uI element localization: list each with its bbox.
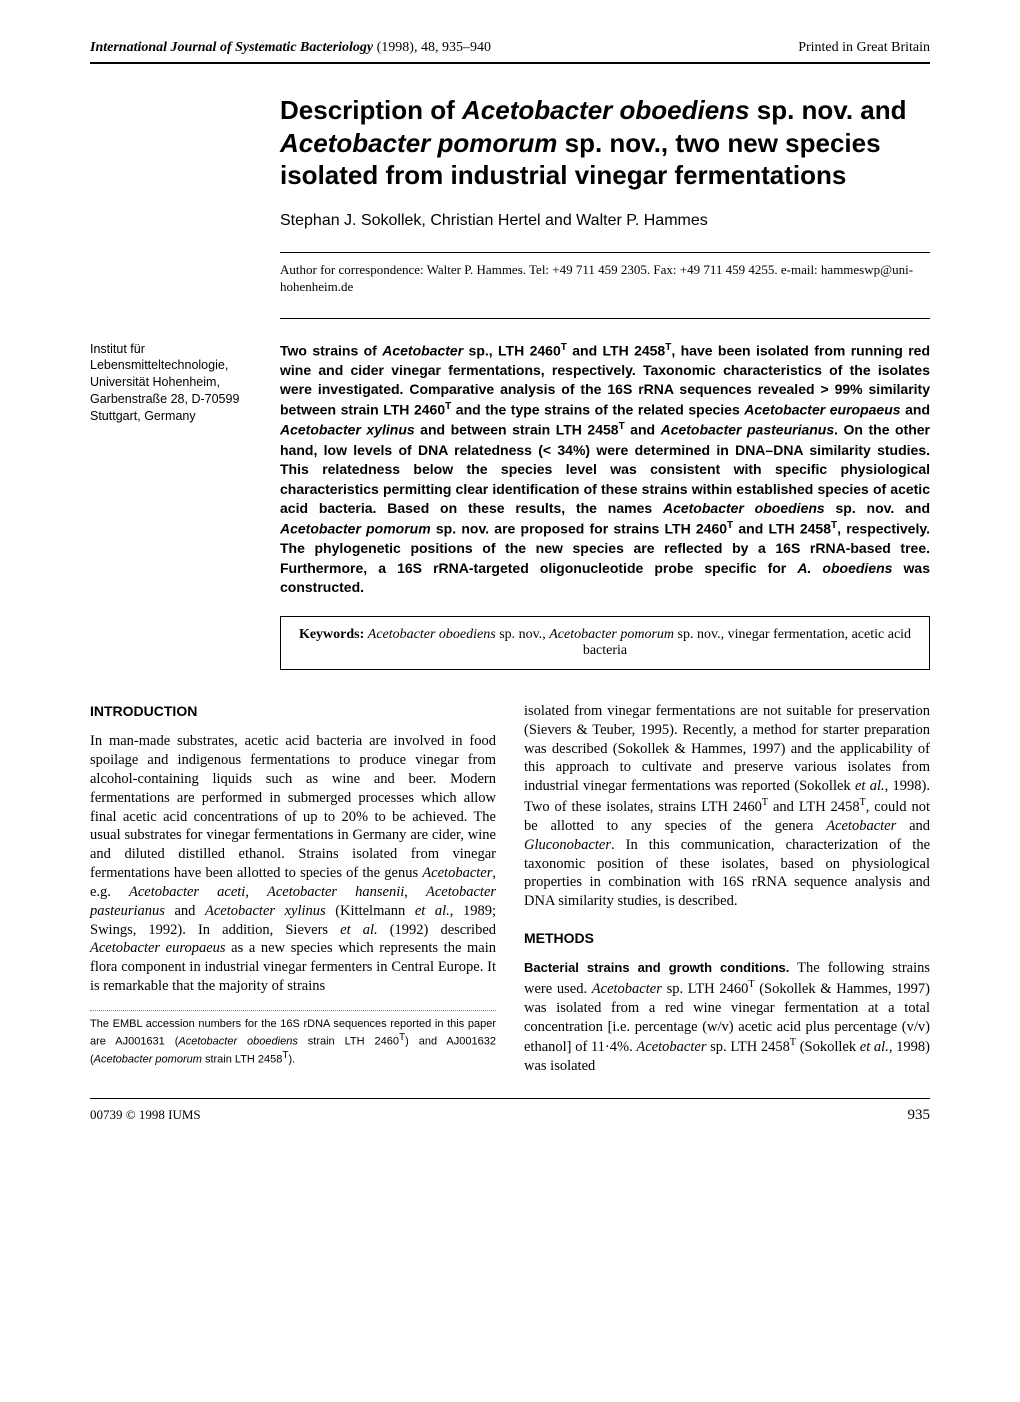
abstract-italic: A. oboediens <box>797 560 892 576</box>
abstract-text: and the type strains of the related spec… <box>451 402 744 418</box>
title-block: Description of Acetobacter oboediens sp.… <box>280 94 930 319</box>
abstract-text: sp., LTH 2460 <box>463 342 561 358</box>
correspondence-rule-top <box>280 252 930 253</box>
methods-heading: METHODS <box>524 929 930 947</box>
abstract-text: sp. nov. are proposed for strains LTH 24… <box>431 521 727 537</box>
copyright: 00739 © 1998 IUMS <box>90 1107 201 1124</box>
keywords-italic: Acetobacter pomorum <box>549 627 674 642</box>
body-text: In man-made substrates, acetic acid bact… <box>90 733 496 881</box>
body-italic: Aceto­bacter <box>636 1039 706 1055</box>
abstract-text: and LTH 2458 <box>733 521 831 537</box>
body-italic: Acetobacter aceti <box>129 884 245 900</box>
authors: Stephan J. Sokollek, Christian Hertel an… <box>280 212 930 230</box>
footnote-text: ). <box>289 1054 296 1066</box>
abstract-text: sp. nov. and <box>825 500 930 516</box>
abstract-text: and between strain LTH 2458 <box>415 422 619 438</box>
intro-paragraph: In man-made substrates, acetic acid bact… <box>90 732 496 996</box>
correspondence: Author for correspondence: Walter P. Ham… <box>280 261 930 296</box>
body-text: and LTH 2458 <box>768 799 860 815</box>
article-title: Description of Acetobacter oboediens sp.… <box>280 94 930 192</box>
intro-continued: isolated from vinegar fermentations are … <box>524 702 930 911</box>
abstract-italic: Acetobacter <box>382 342 463 358</box>
body-text: and <box>896 818 930 834</box>
footnote-rule <box>90 1010 496 1011</box>
introduction-heading: INTRODUCTION <box>90 702 496 720</box>
keywords-italic: Acetobacter oboediens <box>368 627 496 642</box>
footnote-italic: Acetobacter pomorum <box>94 1054 202 1066</box>
column-right: isolated from vinegar fermentations are … <box>524 702 930 1080</box>
title-species-1: Acetobacter oboediens <box>462 95 750 125</box>
journal-title: International Journal of Systematic Bact… <box>90 40 491 56</box>
body-text: (1992) described <box>378 922 496 938</box>
body-columns: INTRODUCTION In man-made substrates, ace… <box>90 702 930 1080</box>
page-number: 935 <box>908 1107 931 1124</box>
body-italic: Acetobacter hansenii <box>267 884 404 900</box>
journal-year-pages: (1998), 48, 935–940 <box>373 40 491 55</box>
title-species-2: Acetobacter pomorum <box>280 128 557 158</box>
title-text: Description of <box>280 95 462 125</box>
abstract-italic: Acetobacter europaeus <box>744 402 900 418</box>
footnote: The EMBL accession numbers for the 16S r… <box>90 1017 496 1067</box>
footnote-text: strain LTH 2460 <box>298 1036 399 1048</box>
methods-inline-heading: Bacterial strains and growth conditions. <box>524 960 789 975</box>
abstract-italic: Acetobacter oboediens <box>663 500 825 516</box>
body-italic: Acetobacter <box>422 865 492 881</box>
affiliation: Institut für Lebensmitteltechnologie, Un… <box>90 341 260 598</box>
abstract-text: Two strains of <box>280 342 382 358</box>
body-text: (Sokollek <box>796 1039 860 1055</box>
body-italic: Acetobacter <box>592 981 662 997</box>
body-italic: Gluconobacter <box>524 837 611 853</box>
keywords-label: Keywords: <box>299 627 364 642</box>
abstract-italic: Acetobacter xylinus <box>280 422 415 438</box>
body-italic: Acetobacter europaeus <box>90 940 226 956</box>
abstract-italic: Acetobacter pomorum <box>280 521 431 537</box>
body-italic: et al. <box>415 903 450 919</box>
body-italic: Acetobacter <box>826 818 896 834</box>
keywords-text: sp. nov., <box>496 627 550 642</box>
body-italic: et al. <box>855 778 885 794</box>
footnote-text: strain LTH 2458 <box>202 1054 283 1066</box>
footer-rule <box>90 1098 930 1099</box>
body-text: and <box>165 903 205 919</box>
body-text: (Kittelmann <box>326 903 415 919</box>
running-header: International Journal of Systematic Bact… <box>90 40 930 56</box>
abstract: Two strains of Acetobacter sp., LTH 2460… <box>280 341 930 598</box>
body-italic: et al. <box>340 922 377 938</box>
body-italic: et al. <box>860 1039 889 1055</box>
abstract-text: and <box>901 402 930 418</box>
correspondence-rule-bottom <box>280 318 930 319</box>
abstract-italic: Acetobacter pasteurianus <box>661 422 835 438</box>
body-text: , <box>404 884 426 900</box>
printed-in: Printed in Great Britain <box>798 40 930 56</box>
abstract-row: Institut für Lebensmitteltechnologie, Un… <box>90 341 930 598</box>
abstract-text: and <box>625 422 661 438</box>
header-rule <box>90 62 930 64</box>
column-left: INTRODUCTION In man-made substrates, ace… <box>90 702 496 1080</box>
keywords-box: Keywords: Acetobacter oboediens sp. nov.… <box>280 616 930 670</box>
body-text: sp. LTH 2460 <box>662 981 749 997</box>
body-text: sp. LTH 2458 <box>706 1039 789 1055</box>
footnote-italic: Acetobacter oboediens <box>178 1036 297 1048</box>
body-italic: Acetobacter xylinus <box>205 903 326 919</box>
title-text: sp. nov. and <box>750 95 907 125</box>
journal-name: International Journal of Systematic Bact… <box>90 40 373 55</box>
methods-paragraph: Bacterial strains and growth conditions.… <box>524 959 930 1076</box>
body-text: , <box>245 884 267 900</box>
abstract-text: and LTH 2458 <box>567 342 665 358</box>
footer: 00739 © 1998 IUMS 935 <box>90 1107 930 1124</box>
